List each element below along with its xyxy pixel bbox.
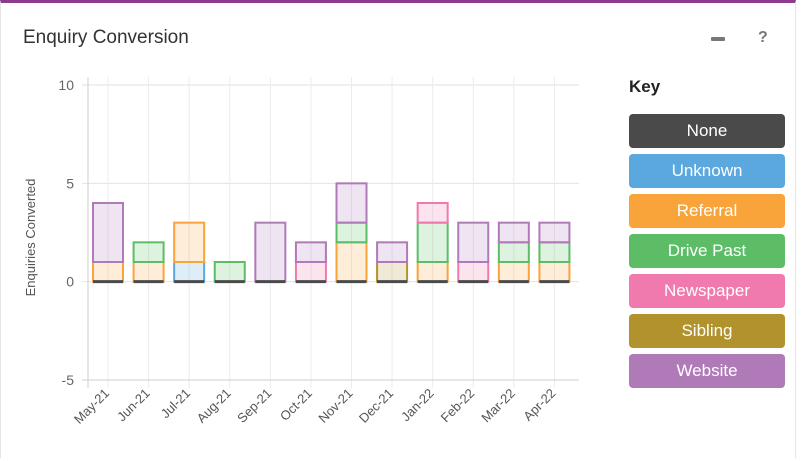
key-item-referral[interactable]: Referral bbox=[629, 194, 785, 228]
help-icon[interactable]: ? bbox=[758, 29, 768, 46]
y-tick-label: -5 bbox=[62, 372, 75, 388]
key-title: Key bbox=[629, 77, 661, 96]
bar-segment-website bbox=[294, 241, 327, 263]
x-tick-label: Apr-22 bbox=[520, 386, 558, 424]
y-tick-label: 5 bbox=[66, 175, 74, 191]
key-item-sibling[interactable]: Sibling bbox=[629, 314, 785, 348]
x-tick-label: Dec-21 bbox=[356, 386, 396, 426]
enquiry-conversion-chart: 10 5 0 -5 Enquiries Converted May-21 Jun-21 Jul… bbox=[23, 77, 579, 427]
x-tick-label: Nov-21 bbox=[315, 386, 355, 426]
x-tick-label: Sep-21 bbox=[234, 386, 274, 426]
x-tick-label: Jan-22 bbox=[398, 386, 437, 425]
bar-segment-referral bbox=[416, 261, 449, 283]
bar-segment-sibling bbox=[376, 261, 409, 283]
bar-segment-website bbox=[376, 241, 409, 263]
bar-segment-drive-past bbox=[132, 241, 165, 263]
key-item-website[interactable]: Website bbox=[629, 354, 785, 388]
y-tick-label: 0 bbox=[66, 274, 74, 290]
x-tick-label: Aug-21 bbox=[194, 386, 234, 426]
bar-segment-referral bbox=[335, 241, 368, 283]
bar-segment-website bbox=[92, 202, 124, 263]
widget-title: Enquiry Conversion bbox=[23, 27, 189, 48]
bar-segment-drive-past bbox=[497, 241, 530, 263]
x-tick-label: Jun-21 bbox=[114, 386, 153, 425]
bar-segment-newspaper bbox=[294, 261, 327, 283]
bar-segment-referral bbox=[538, 261, 571, 283]
bar-segment-drive-past bbox=[213, 261, 246, 283]
bar-segment-website bbox=[538, 221, 571, 244]
bar-segment-unknown bbox=[173, 261, 206, 283]
bar-segment-referral bbox=[173, 221, 206, 264]
bar-segment-newspaper bbox=[416, 202, 449, 224]
bar-segment-referral bbox=[497, 261, 530, 283]
bar-segment-website bbox=[457, 221, 490, 264]
bar-segment-website bbox=[335, 182, 368, 224]
bar-segment-referral bbox=[92, 261, 124, 283]
bar-segment-referral bbox=[132, 261, 165, 283]
bar-segment-website bbox=[254, 221, 287, 283]
y-axis-label: Enquiries Converted bbox=[23, 179, 38, 297]
bar-segment-drive-past bbox=[335, 221, 368, 244]
bar-segment-drive-past bbox=[538, 241, 571, 263]
key-item-newspaper[interactable]: Newspaper bbox=[629, 274, 785, 308]
x-tick-label: May-21 bbox=[71, 386, 112, 427]
bar-segment-drive-past bbox=[416, 221, 449, 264]
bar-segment-newspaper bbox=[457, 261, 490, 283]
key-item-drive-past[interactable]: Drive Past bbox=[629, 234, 785, 268]
x-tick-label: Oct-21 bbox=[277, 386, 315, 424]
x-tick-label: Jul-21 bbox=[158, 386, 194, 422]
y-tick-label: 10 bbox=[58, 77, 74, 93]
minimize-icon[interactable] bbox=[711, 37, 725, 41]
bar-segment-website bbox=[497, 221, 530, 244]
x-tick-label: Mar-22 bbox=[478, 386, 518, 426]
key-item-none[interactable]: None bbox=[629, 114, 785, 148]
x-tick-label: Feb-22 bbox=[438, 386, 478, 426]
key-item-unknown[interactable]: Unknown bbox=[629, 154, 785, 188]
